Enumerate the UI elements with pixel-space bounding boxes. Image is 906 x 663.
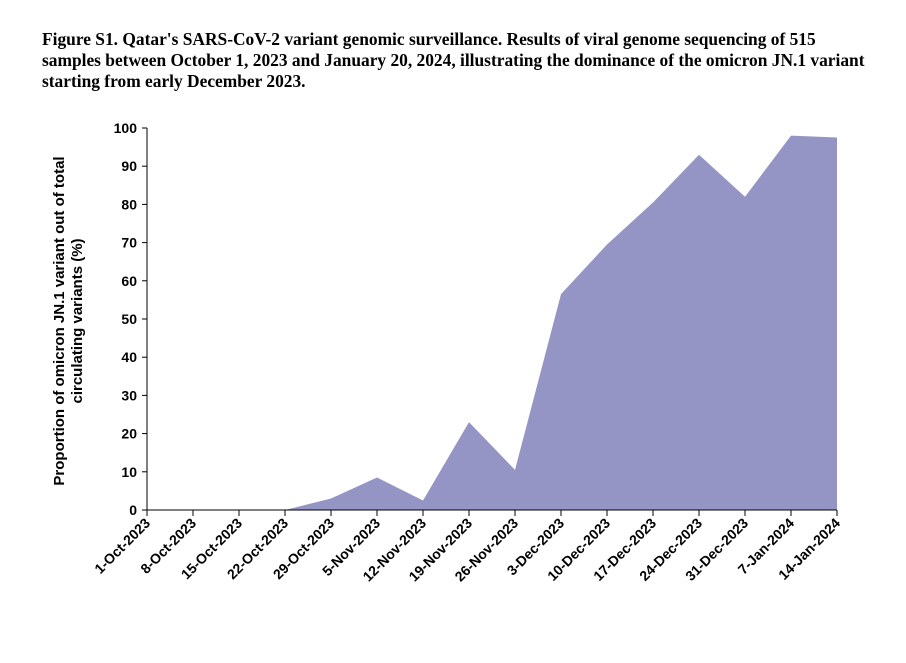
figure-caption: Figure S1. Qatar's SARS-CoV-2 variant ge…	[42, 29, 865, 91]
y-tick-label-90: 90	[121, 158, 137, 174]
y-tick-label-20: 20	[121, 426, 137, 442]
y-tick-label-50: 50	[121, 311, 137, 327]
y-tick-label-100: 100	[114, 120, 138, 136]
y-tick-label-0: 0	[129, 502, 137, 518]
y-tick-label-30: 30	[121, 387, 137, 403]
y-tick-label-80: 80	[121, 196, 137, 212]
y-tick-label-10: 10	[121, 464, 137, 480]
y-axis-label-line1: Proportion of omicron JN.1 variant out o…	[51, 156, 68, 485]
y-tick-label-70: 70	[121, 235, 137, 251]
y-axis-label-line2: circulating variants (%)	[69, 238, 86, 403]
y-tick-label-60: 60	[121, 273, 137, 289]
y-tick-label-40: 40	[121, 349, 137, 365]
series-area	[147, 135, 837, 510]
